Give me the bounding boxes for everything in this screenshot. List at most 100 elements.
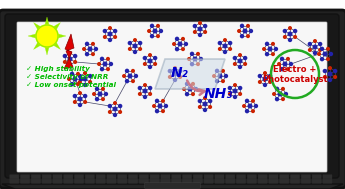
Circle shape — [282, 98, 284, 100]
Circle shape — [169, 76, 171, 78]
Circle shape — [264, 72, 266, 74]
Circle shape — [313, 45, 317, 49]
Circle shape — [284, 36, 286, 38]
Circle shape — [268, 47, 272, 51]
Circle shape — [229, 48, 231, 50]
Circle shape — [288, 32, 292, 36]
Circle shape — [283, 29, 286, 33]
FancyBboxPatch shape — [31, 179, 40, 183]
Circle shape — [69, 64, 71, 67]
FancyBboxPatch shape — [64, 179, 73, 183]
Text: Photocatalyst: Photocatalyst — [262, 75, 328, 84]
Circle shape — [107, 57, 109, 60]
Circle shape — [148, 30, 150, 32]
Circle shape — [190, 63, 194, 66]
Circle shape — [319, 49, 322, 51]
Circle shape — [216, 80, 218, 83]
Circle shape — [100, 68, 104, 71]
FancyBboxPatch shape — [183, 179, 191, 183]
Circle shape — [79, 81, 81, 83]
Circle shape — [154, 57, 157, 60]
Circle shape — [119, 105, 122, 108]
Circle shape — [321, 58, 324, 61]
Circle shape — [100, 57, 104, 60]
FancyBboxPatch shape — [139, 175, 148, 179]
Circle shape — [139, 48, 141, 50]
Circle shape — [258, 81, 261, 83]
Circle shape — [168, 70, 171, 73]
Circle shape — [158, 104, 162, 108]
Circle shape — [276, 87, 278, 90]
Circle shape — [284, 92, 287, 95]
Circle shape — [165, 105, 167, 108]
Polygon shape — [52, 22, 60, 31]
FancyBboxPatch shape — [172, 179, 181, 183]
Circle shape — [233, 57, 236, 60]
Circle shape — [240, 24, 244, 27]
Circle shape — [102, 88, 104, 90]
FancyBboxPatch shape — [145, 183, 200, 188]
Circle shape — [153, 29, 157, 33]
Circle shape — [83, 48, 85, 50]
Circle shape — [144, 95, 147, 98]
Text: N₂: N₂ — [171, 66, 189, 80]
Circle shape — [239, 87, 241, 90]
Circle shape — [266, 53, 268, 56]
FancyBboxPatch shape — [193, 179, 203, 183]
Circle shape — [103, 62, 107, 66]
Circle shape — [244, 57, 247, 60]
FancyBboxPatch shape — [258, 179, 267, 183]
Circle shape — [182, 48, 184, 50]
Circle shape — [247, 25, 249, 27]
Circle shape — [186, 82, 188, 85]
Circle shape — [84, 72, 86, 74]
Polygon shape — [45, 17, 49, 26]
Circle shape — [74, 61, 77, 63]
FancyBboxPatch shape — [312, 175, 321, 179]
FancyBboxPatch shape — [301, 175, 310, 179]
Circle shape — [179, 76, 181, 78]
Circle shape — [244, 63, 246, 65]
Circle shape — [134, 50, 137, 53]
Circle shape — [109, 111, 111, 113]
Circle shape — [109, 27, 111, 29]
Circle shape — [252, 100, 254, 102]
Circle shape — [178, 42, 182, 46]
Circle shape — [157, 35, 159, 37]
Circle shape — [92, 53, 94, 55]
FancyBboxPatch shape — [53, 175, 62, 179]
Circle shape — [238, 59, 242, 63]
Circle shape — [84, 101, 87, 103]
Circle shape — [229, 42, 231, 45]
Circle shape — [308, 49, 311, 51]
Circle shape — [238, 30, 240, 32]
Circle shape — [225, 74, 227, 77]
Polygon shape — [33, 22, 42, 31]
Circle shape — [174, 67, 176, 69]
Circle shape — [199, 57, 203, 60]
Circle shape — [149, 93, 151, 95]
Circle shape — [135, 74, 137, 77]
Circle shape — [319, 43, 322, 46]
Text: NH₃: NH₃ — [203, 87, 233, 101]
Circle shape — [109, 63, 112, 66]
Circle shape — [269, 81, 272, 83]
Circle shape — [150, 24, 154, 27]
Circle shape — [156, 110, 158, 113]
FancyBboxPatch shape — [31, 175, 40, 179]
FancyBboxPatch shape — [53, 179, 62, 183]
FancyBboxPatch shape — [10, 179, 19, 183]
FancyBboxPatch shape — [280, 175, 289, 179]
Circle shape — [70, 72, 73, 75]
Circle shape — [102, 98, 104, 100]
FancyBboxPatch shape — [172, 175, 181, 179]
Circle shape — [238, 65, 241, 68]
Circle shape — [247, 35, 249, 37]
Circle shape — [294, 36, 296, 38]
Circle shape — [203, 102, 207, 106]
Circle shape — [246, 99, 248, 102]
Circle shape — [92, 43, 94, 45]
Circle shape — [324, 76, 326, 78]
Circle shape — [218, 42, 221, 45]
Circle shape — [123, 75, 125, 77]
